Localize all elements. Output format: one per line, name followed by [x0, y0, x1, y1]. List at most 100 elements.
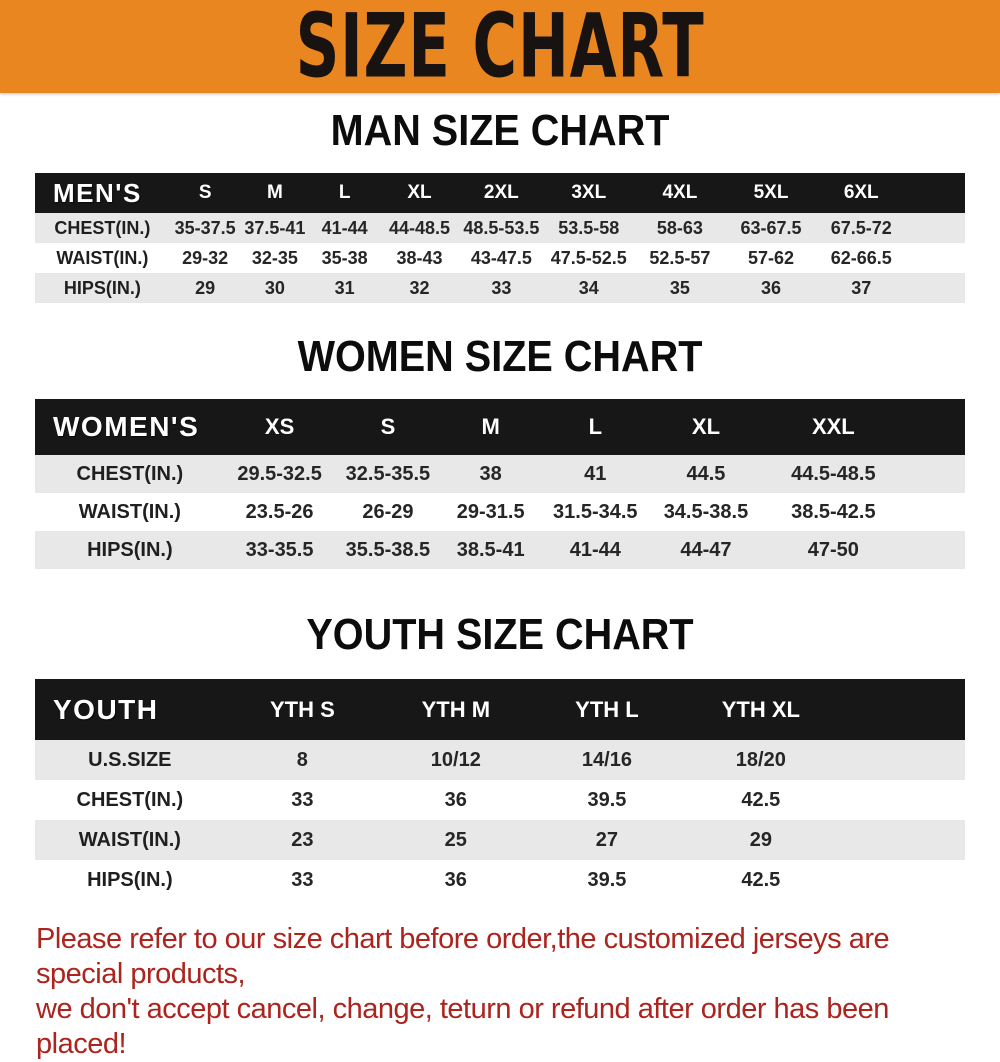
- value-cell: 27: [595, 828, 619, 851]
- value-cell: 41-44: [569, 538, 621, 561]
- column-header-yth-s: YTH S: [224, 679, 381, 740]
- filler-cell: [906, 273, 965, 303]
- value-cell: 33: [491, 277, 512, 298]
- value-cell: 32.5-35.5: [345, 462, 431, 485]
- row-label: CHEST(IN.): [76, 788, 184, 811]
- value-cell: 47-50: [807, 538, 859, 561]
- filler-cell: [905, 531, 965, 569]
- value-cell: 31: [334, 277, 355, 298]
- men-size-table: MEN'S S M L XL 2XL 3XL 4XL 5XL 6XL CHEST(IN.) 35-37…: [35, 173, 965, 303]
- value-cell: 34.5-38.5: [663, 500, 749, 523]
- filler-cell: [906, 173, 965, 213]
- value-cell: 36: [444, 868, 467, 891]
- value-cell: 38.5-41: [456, 538, 525, 561]
- table-row: CHEST(IN.) 35-37.5 37.5-41 41-44 44-48.5 48.5…: [35, 213, 965, 243]
- row-label: WAIST(IN.): [56, 247, 149, 268]
- value-cell: 23: [291, 828, 314, 851]
- table-row: HIPS(IN.) 33-35.5 35.5-38.5 38.5-41 41-44 44-…: [35, 531, 965, 569]
- value-cell: 34: [578, 277, 599, 298]
- value-cell: 44-48.5: [388, 217, 451, 238]
- value-cell: 36: [761, 277, 782, 298]
- youth-table-label: YOUTH: [35, 679, 225, 740]
- filler-cell: [839, 780, 965, 820]
- value-cell: 29-32: [182, 247, 229, 268]
- value-cell: 39.5: [587, 788, 627, 811]
- value-cell: 57-62: [748, 247, 795, 268]
- value-cell: 38.5-42.5: [791, 500, 876, 523]
- value-cell: 35-37.5: [174, 217, 236, 238]
- value-cell: 33: [291, 788, 314, 811]
- row-label: HIPS(IN.): [87, 868, 173, 891]
- column-header-yth-l: YTH L: [531, 679, 683, 740]
- row-label: CHEST(IN.): [76, 462, 184, 485]
- value-cell: 48.5-53.5: [463, 217, 540, 238]
- value-cell: 26-29: [362, 500, 414, 523]
- column-header-6xl: 6XL: [816, 173, 907, 213]
- value-cell: 33-35.5: [245, 538, 314, 561]
- column-header-m: M: [240, 173, 310, 213]
- row-label: WAIST(IN.): [78, 828, 181, 851]
- value-cell: 44.5-48.5: [791, 462, 876, 485]
- value-cell: 29: [749, 828, 772, 851]
- table-header-row: MEN'S S M L XL 2XL 3XL 4XL 5XL 6XL: [35, 173, 965, 213]
- value-cell: 39.5: [587, 868, 627, 891]
- value-cell: 18/20: [735, 748, 786, 771]
- value-cell: 37: [851, 277, 872, 298]
- youth-size-table: YOUTH YTH S YTH M YTH L YTH XL U.S.SIZE 8 10/12…: [35, 679, 965, 900]
- row-label: HIPS(IN.): [87, 538, 173, 561]
- footer-note-line-1: Please refer to our size chart before or…: [36, 923, 890, 990]
- value-cell: 62-66.5: [830, 247, 892, 268]
- row-label: U.S.SIZE: [88, 748, 172, 771]
- row-label: HIPS(IN.): [63, 277, 141, 298]
- value-cell: 35-38: [321, 247, 368, 268]
- table-row: WAIST(IN.) 23.5-26 26-29 29-31.5 31.5-34.5 34…: [35, 493, 965, 531]
- women-size-table: WOMEN'S XS S M L XL XXL CHEST(IN.) 29.5-32.5 32.5…: [35, 399, 965, 569]
- value-cell: 29.5-32.5: [237, 462, 322, 485]
- value-cell: 38: [479, 462, 502, 485]
- filler-cell: [906, 243, 965, 273]
- value-cell: 14/16: [581, 748, 632, 771]
- row-label: WAIST(IN.): [78, 500, 181, 523]
- banner-title: SIZE CHART: [295, 0, 705, 98]
- column-header-5xl: 5XL: [725, 173, 817, 213]
- value-cell: 30: [264, 277, 285, 298]
- table-row: WAIST(IN.) 23 25 27 29: [35, 820, 965, 860]
- value-cell: 44.5: [686, 462, 726, 485]
- value-cell: 43-47.5: [470, 247, 532, 268]
- value-cell: 47.5-52.5: [550, 247, 627, 268]
- filler-cell: [839, 679, 965, 740]
- column-header-s: S: [334, 399, 442, 455]
- table-header-row: YOUTH YTH S YTH M YTH L YTH XL: [35, 679, 965, 740]
- value-cell: 63-67.5: [740, 217, 802, 238]
- filler-cell: [839, 740, 965, 780]
- filler-cell: [839, 820, 965, 860]
- heading-women-size-chart: WOMEN SIZE CHART: [297, 332, 703, 381]
- value-cell: 35: [669, 277, 690, 298]
- value-cell: 58-63: [656, 217, 703, 238]
- value-cell: 67.5-72: [830, 217, 892, 238]
- value-cell: 8: [296, 748, 308, 771]
- value-cell: 44-47: [680, 538, 732, 561]
- men-table-label: MEN'S: [35, 173, 170, 213]
- value-cell: 29-31.5: [456, 500, 525, 523]
- value-cell: 41: [584, 462, 607, 485]
- women-table-label: WOMEN'S: [35, 399, 225, 455]
- column-header-xxl: XXL: [761, 399, 906, 455]
- value-cell: 29: [195, 277, 216, 298]
- value-cell: 42.5: [741, 868, 781, 891]
- value-cell: 25: [444, 828, 467, 851]
- column-header-xl: XL: [650, 399, 762, 455]
- value-cell: 41-44: [321, 217, 368, 238]
- table-row: U.S.SIZE 8 10/12 14/16 18/20: [35, 740, 965, 780]
- column-header-3xl: 3XL: [543, 173, 634, 213]
- value-cell: 10/12: [430, 748, 481, 771]
- column-header-yth-xl: YTH XL: [682, 679, 840, 740]
- table-row: CHEST(IN.) 33 36 39.5 42.5: [35, 780, 965, 820]
- row-label: CHEST(IN.): [54, 217, 151, 238]
- column-header-s: S: [169, 173, 241, 213]
- table-row: HIPS(IN.) 29 30 31 32 33 34 35 36 37: [35, 273, 965, 303]
- value-cell: 23.5-26: [245, 500, 314, 523]
- banner: SIZE CHART: [0, 0, 1000, 93]
- heading-men-size-chart: MAN SIZE CHART: [330, 106, 670, 155]
